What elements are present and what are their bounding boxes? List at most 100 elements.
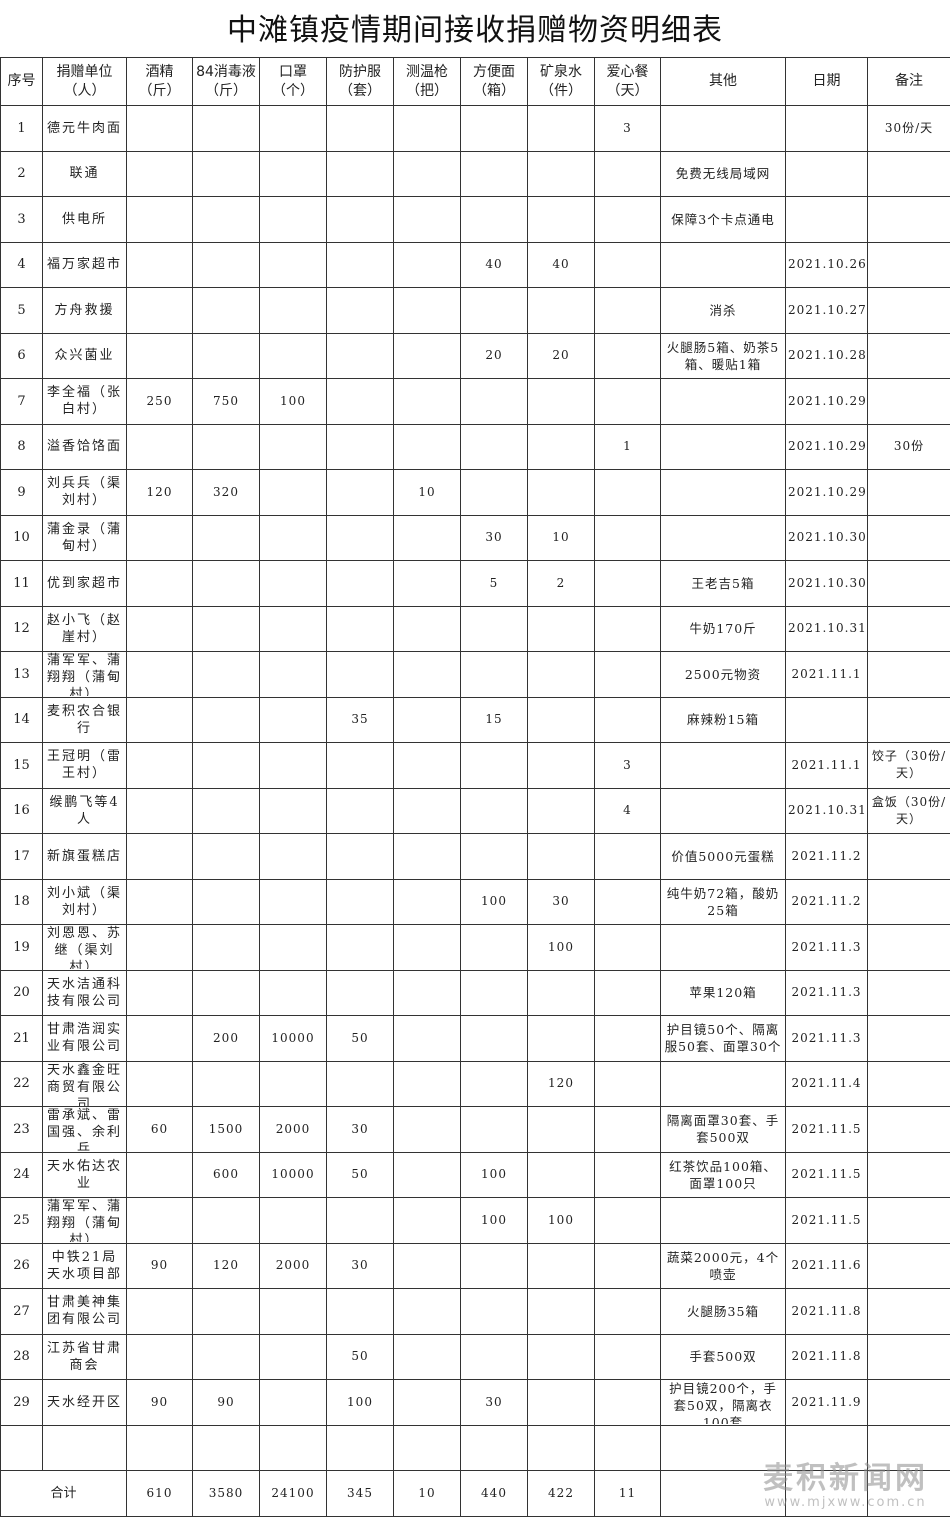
cell-remarks	[868, 1198, 950, 1244]
cell-mineral-water	[528, 1243, 595, 1289]
cell-remarks	[868, 1016, 950, 1062]
cell-thermometers	[394, 788, 461, 834]
cell-other	[661, 925, 786, 971]
cell-masks: 2000	[260, 1107, 327, 1153]
cell-index: 22	[1, 1061, 43, 1107]
index-text: 29	[3, 1394, 40, 1411]
donor-text: 方舟救援	[45, 302, 124, 319]
cell-mineral-water	[528, 1289, 595, 1335]
cell-thermometers	[394, 106, 461, 152]
date-text: 2021.11.1	[788, 666, 865, 683]
donor-text: 刘恩恩、苏继（渠刘村）	[45, 925, 124, 969]
cell-donor: 天水经开区	[43, 1380, 127, 1426]
cell-donor: 德元牛肉面	[43, 106, 127, 152]
cell-disinfectant-84	[193, 1198, 260, 1244]
other-text: 麻辣粉15箱	[663, 711, 783, 728]
total-mineral-water: 422	[528, 1471, 595, 1517]
cell-date: 2021.10.29	[786, 470, 868, 516]
cell-date: 2021.11.8	[786, 1334, 868, 1380]
cell-masks: 100	[260, 379, 327, 425]
remarks-text: 饺子（30份/天）	[870, 748, 948, 782]
total-alcohol: 610	[127, 1471, 193, 1517]
cell-other	[661, 1198, 786, 1244]
cell-alcohol	[127, 1289, 193, 1335]
page-title: 中滩镇疫情期间接收捐赠物资明细表	[0, 0, 950, 57]
cell-alcohol	[127, 652, 193, 698]
cell-instant-noodles	[461, 1334, 528, 1380]
cell-disinfectant-84: 200	[193, 1016, 260, 1062]
cell-donor: 福万家超市	[43, 242, 127, 288]
cell-instant-noodles	[461, 743, 528, 789]
donor-text: 刘兵兵（渠刘村）	[45, 475, 124, 509]
cell-donor: 蒲金录（蒲甸村）	[43, 515, 127, 561]
protective-suits-text: 30	[329, 1257, 391, 1274]
cell-date: 2021.10.26	[786, 242, 868, 288]
index-text: 16	[3, 802, 40, 819]
cell-thermometers	[394, 424, 461, 470]
cell-instant-noodles: 100	[461, 1198, 528, 1244]
cell-alcohol	[127, 879, 193, 925]
cell-disinfectant-84	[193, 970, 260, 1016]
total-other	[661, 1471, 786, 1517]
cell-date: 2021.11.2	[786, 879, 868, 925]
alcohol-text: 90	[129, 1257, 190, 1274]
cell-index: 1	[1, 106, 43, 152]
cell-protective-suits	[327, 424, 394, 470]
date-text: 2021.10.30	[788, 529, 865, 546]
cell-thermometers	[394, 697, 461, 743]
cell-love-meals: 4	[595, 788, 661, 834]
cell-masks	[260, 288, 327, 334]
cell-protective-suits: 50	[327, 1334, 394, 1380]
cell-thermometers	[394, 197, 461, 243]
cell-alcohol	[127, 1334, 193, 1380]
protective-suits-text: 30	[329, 1121, 391, 1138]
cell-thermometers	[394, 1289, 461, 1335]
donor-text: 蒲军军、蒲翔翔（蒲甸村）	[45, 652, 124, 696]
cell-remarks	[868, 879, 950, 925]
cell-other: 消杀	[661, 288, 786, 334]
date-text: 2021.11.6	[788, 1257, 865, 1274]
cell-love-meals	[595, 925, 661, 971]
cell-mineral-water	[528, 743, 595, 789]
cell-other	[661, 788, 786, 834]
cell-protective-suits	[327, 379, 394, 425]
cell-thermometers	[394, 834, 461, 880]
cell-remarks	[868, 470, 950, 516]
donor-text: 甘肃浩润实业有限公司	[45, 1021, 124, 1055]
cell-love-meals	[595, 288, 661, 334]
other-text: 消杀	[663, 302, 783, 319]
other-text: 价值5000元蛋糕	[663, 848, 783, 865]
cell-alcohol	[127, 106, 193, 152]
donor-text: 天水鑫金旺商贸有限公司	[45, 1062, 124, 1106]
cell-disinfectant-84	[193, 333, 260, 379]
cell-thermometers	[394, 1243, 461, 1289]
cell-alcohol	[127, 1061, 193, 1107]
cell-masks: 2000	[260, 1243, 327, 1289]
instant-noodles-text: 30	[463, 1394, 525, 1411]
cell-disinfectant-84	[193, 834, 260, 880]
cell-mineral-water: 120	[528, 1061, 595, 1107]
cell-protective-suits	[327, 288, 394, 334]
index-text: 18	[3, 893, 40, 910]
cell-instant-noodles	[461, 1425, 528, 1471]
cell-date	[786, 151, 868, 197]
cell-love-meals	[595, 1243, 661, 1289]
cell-donor: 麦积农合银行	[43, 697, 127, 743]
cell-masks	[260, 1198, 327, 1244]
cell-disinfectant-84	[193, 1334, 260, 1380]
cell-thermometers	[394, 1334, 461, 1380]
cell-mineral-water: 20	[528, 333, 595, 379]
cell-disinfectant-84	[193, 925, 260, 971]
cell-masks	[260, 151, 327, 197]
cell-disinfectant-84	[193, 743, 260, 789]
cell-thermometers	[394, 1198, 461, 1244]
